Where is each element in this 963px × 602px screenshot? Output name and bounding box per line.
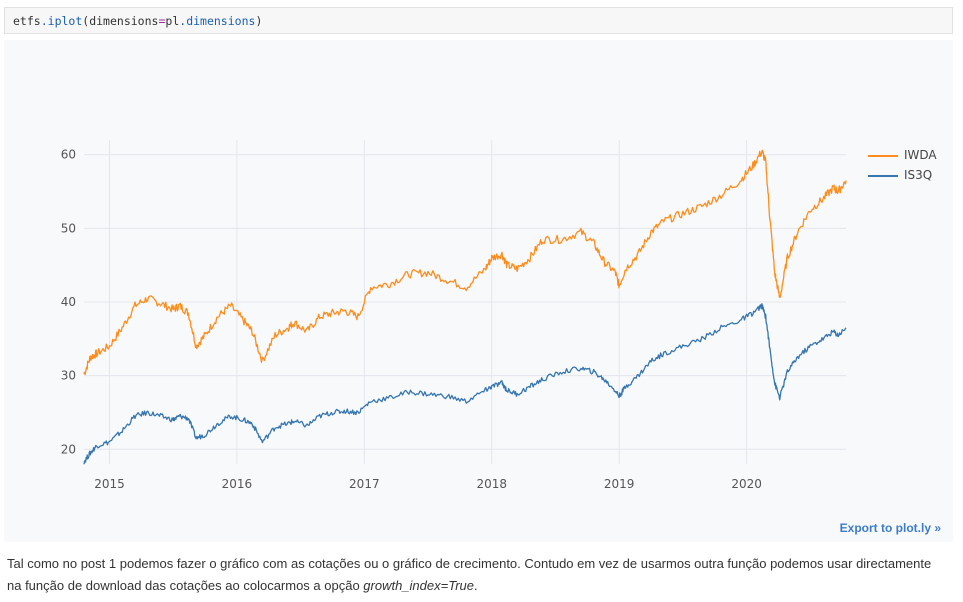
code-argument: dimensions [89,14,159,28]
x-tick-label: 2018 [476,477,507,491]
caption-paragraph: Tal como no post 1 podemos fazer o gráfi… [7,553,947,597]
code-paren-close: ) [255,14,263,28]
legend-label-iwda: IWDA [904,148,937,162]
code-dot-1: . [40,14,48,28]
legend[interactable]: IWDA IS3Q [868,148,958,188]
y-tick-label: 50 [61,221,76,235]
caption-end: . [473,578,478,593]
code-value-attr: dimensions [186,14,256,28]
export-to-plotly-link[interactable]: Export to plot.ly » [839,521,941,535]
y-tick-label: 60 [61,148,76,162]
code-method: iplot [47,14,83,28]
y-tick-label: 40 [61,295,76,309]
caption-text: Tal como no post 1 podemos fazer o gráfi… [7,556,932,593]
code-dot-2: . [179,14,187,28]
code-text: etfs.iplot(dimensions=pl.dimensions) [13,14,262,28]
code-cell[interactable]: etfs.iplot(dimensions=pl.dimensions) [4,7,953,34]
legend-swatch-iwda [868,155,898,157]
code-object: etfs [13,14,41,28]
y-tick-label: 20 [61,442,76,456]
series-line-is3q[interactable] [83,303,847,465]
caption-emphasis: growth_index=True [363,578,474,593]
y-tick-label: 30 [61,369,76,383]
legend-item-iwda[interactable]: IWDA [868,148,958,168]
code-paren-open: ( [82,14,90,28]
code-equals: = [158,14,166,28]
plot-panel[interactable]: 20 30 40 50 60 2015 2016 2017 2018 2019 2020 IWDA… [4,40,953,542]
y-gridlines [84,154,846,450]
x-tick-label: 2016 [222,477,253,491]
x-tick-label: 2020 [731,477,762,491]
x-tick-label: 2017 [349,477,380,491]
legend-swatch-is3q [868,175,898,177]
legend-label-is3q: IS3Q [904,168,933,182]
x-axis-labels: 2015 2016 2017 2018 2019 2020 [94,477,762,491]
code-value-prefix: pl [165,14,180,28]
y-axis-labels: 20 30 40 50 60 [61,148,76,457]
x-tick-label: 2015 [94,477,125,491]
legend-item-is3q[interactable]: IS3Q [868,168,958,188]
series-line-iwda[interactable] [83,149,847,376]
x-tick-label: 2019 [604,477,635,491]
line-chart[interactable]: 20 30 40 50 60 2015 2016 2017 2018 2019 2020 [4,40,953,542]
series-layer [83,149,847,465]
